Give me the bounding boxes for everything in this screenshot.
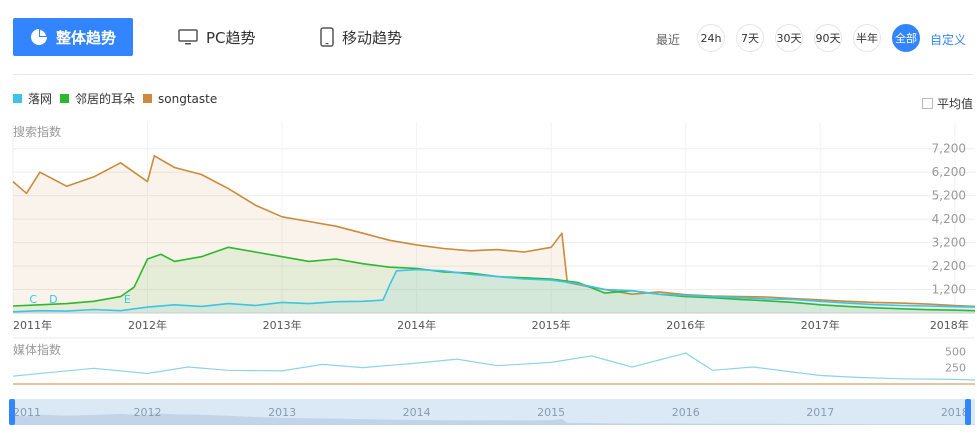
range-7d-button[interactable]: 7天 — [736, 24, 764, 52]
series-line-1 — [12, 246, 976, 312]
legend-swatch — [60, 94, 70, 103]
tab-pc-trend-label: PC趋势 — [206, 28, 256, 47]
tab-pc-trend[interactable]: PC趋势 — [178, 18, 256, 56]
event-marker: D — [49, 293, 57, 306]
series-area-2 — [13, 155, 975, 313]
range-24h-button[interactable]: 24h — [697, 24, 725, 52]
navigator-year-label: 2017 — [806, 406, 834, 419]
y-tick-label: 1,200 — [932, 283, 966, 297]
legend-label: 邻居的耳朵 — [75, 92, 136, 106]
navigator-right-handle[interactable] — [965, 399, 971, 425]
x-tick-label: 2016年 — [666, 318, 705, 332]
series-line-0 — [12, 268, 976, 313]
series-line-2 — [12, 155, 976, 308]
y-tick-label: 2,200 — [932, 259, 966, 273]
search-index-label: 搜索指数 — [13, 125, 62, 139]
media-index-label: 媒体指数 — [13, 343, 62, 357]
y-tick-label: 4,200 — [932, 212, 966, 226]
event-marker: E — [124, 293, 131, 306]
top-divider — [13, 74, 973, 75]
legend-label: songtaste — [158, 91, 218, 106]
legend-label: 落网 — [28, 92, 53, 106]
legend-item-luowang[interactable]: 落网 — [13, 90, 52, 107]
navigator-year-label: 2016 — [672, 406, 700, 419]
navigator-track — [13, 399, 975, 425]
average-checkbox[interactable] — [922, 98, 933, 109]
legend-swatch — [143, 94, 153, 103]
range-30d-button[interactable]: 30天 — [775, 24, 803, 52]
range-half-year-button[interactable]: 半年 — [853, 24, 881, 52]
chart-legend: 落网 邻居的耳朵 songtaste — [13, 90, 225, 107]
tab-overall-trend-label: 整体趋势 — [55, 28, 116, 47]
tab-overall-trend[interactable]: 整体趋势 — [13, 18, 133, 56]
series-area-1 — [13, 247, 975, 313]
y-tick-label: 6,200 — [932, 165, 966, 179]
average-toggle[interactable]: 平均值 — [922, 95, 973, 112]
media-y-tick-label: 250 — [945, 362, 966, 375]
x-tick-label: 2012年 — [128, 318, 167, 332]
average-label: 平均值 — [937, 97, 974, 111]
y-tick-label: 3,200 — [932, 236, 966, 250]
x-tick-label: 2011年 — [13, 318, 52, 332]
navigator-year-label: 2013 — [268, 406, 296, 419]
navigator-year-label: 2014 — [403, 406, 431, 419]
y-tick-label: 7,200 — [932, 142, 966, 156]
media-y-tick-label: 500 — [945, 345, 966, 358]
monitor-icon — [178, 28, 198, 46]
legend-item-linju[interactable]: 邻居的耳朵 — [60, 90, 135, 107]
tab-mobile-trend-label: 移动趋势 — [342, 28, 403, 47]
media-index-line — [12, 352, 976, 381]
legend-swatch — [13, 94, 22, 103]
x-tick-label: 2014年 — [397, 318, 436, 332]
navigator-overview — [13, 413, 975, 425]
pie-chart-icon — [30, 28, 48, 46]
x-tick-label: 2013年 — [263, 318, 302, 332]
navigator-year-label: 2012 — [134, 406, 162, 419]
y-tick-label: 5,200 — [932, 189, 966, 203]
navigator-year-label: 2015 — [537, 406, 565, 419]
legend-item-songtaste[interactable]: songtaste — [143, 92, 217, 106]
tab-mobile-trend[interactable]: 移动趋势 — [320, 18, 402, 56]
x-tick-label: 2015年 — [532, 318, 571, 332]
navigator-left-handle[interactable] — [9, 399, 15, 425]
series-area-0 — [13, 269, 975, 313]
event-marker: C — [29, 293, 37, 306]
range-label: 最近 — [656, 33, 681, 47]
navigator-year-label: 2018 — [941, 406, 969, 419]
custom-range-link[interactable]: 自定义 — [930, 33, 967, 47]
range-90d-button[interactable]: 90天 — [814, 24, 842, 52]
mobile-phone-icon — [320, 27, 334, 47]
top-bar: 整体趋势 PC趋势 移动趋势 最近 24h 7天 30天 90天 半年 全部 自… — [0, 0, 977, 75]
x-tick-label: 2017年 — [801, 318, 840, 332]
x-tick-label: 2018年 — [930, 318, 969, 332]
navigator-year-label: 2011 — [13, 406, 41, 419]
range-all-button[interactable]: 全部 — [892, 24, 920, 52]
